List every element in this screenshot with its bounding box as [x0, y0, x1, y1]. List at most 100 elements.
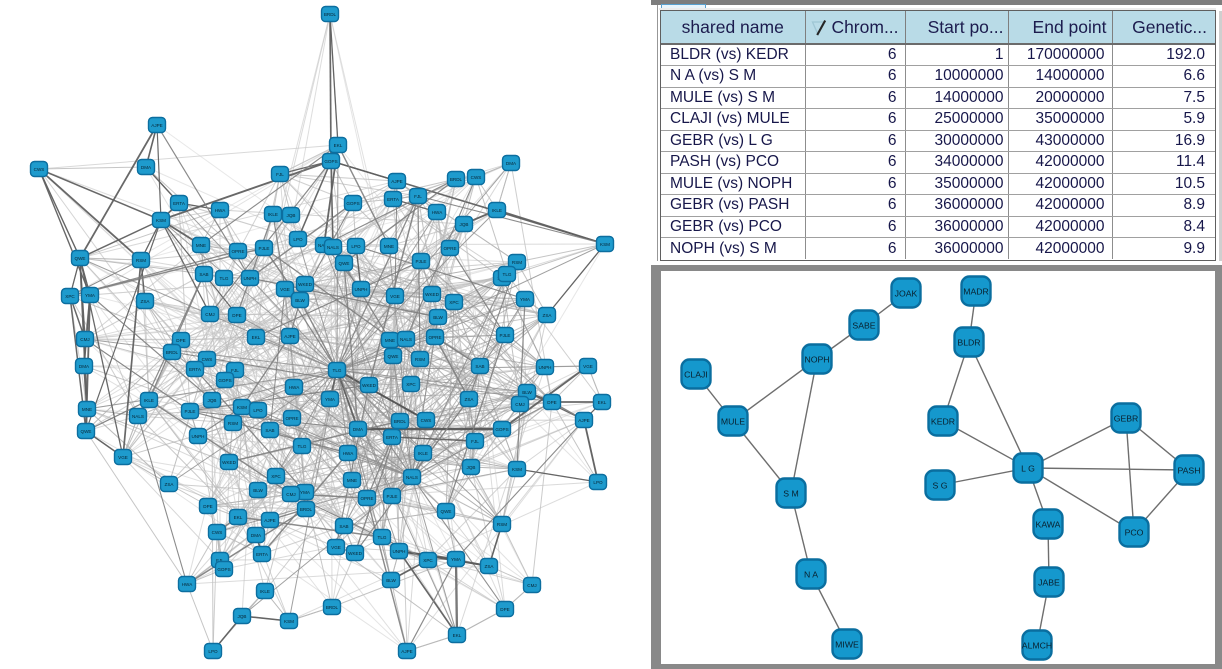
svg-text:SAB: SAB [199, 272, 208, 277]
svg-text:WKED: WKED [362, 383, 376, 388]
svg-text:BLDR: BLDR [957, 338, 980, 348]
svg-text:QWE: QWE [441, 509, 452, 514]
svg-text:SAB: SAB [475, 364, 484, 369]
svg-text:CMJ: CMJ [527, 583, 536, 588]
svg-text:CMJ: CMJ [205, 312, 214, 317]
svg-text:QWE: QWE [388, 354, 399, 359]
svg-text:BLW: BLW [433, 315, 443, 320]
svg-text:CMJ: CMJ [286, 492, 295, 497]
svg-text:UNPH: UNPH [354, 287, 367, 292]
svg-text:BRDL: BRDL [326, 605, 339, 610]
svg-text:XPC: XPC [65, 294, 75, 299]
svg-text:SAB: SAB [265, 428, 274, 433]
svg-text:RSM: RSM [415, 357, 425, 362]
svg-text:BLW: BLW [253, 488, 263, 493]
svg-text:DMA: DMA [79, 364, 90, 369]
svg-text:ZSA: ZSA [465, 397, 475, 402]
svg-text:NALS: NALS [406, 475, 418, 480]
svg-text:TLG: TLG [378, 535, 387, 540]
svg-text:JQB: JQB [287, 213, 296, 218]
svg-text:OPRE: OPRE [231, 249, 244, 254]
svg-text:HWA: HWA [432, 210, 443, 215]
svg-text:YMA: YMA [451, 557, 462, 562]
svg-text:ERTA: ERTA [173, 201, 186, 206]
svg-text:EKL: EKL [252, 335, 261, 340]
svg-text:CWS: CWS [212, 530, 223, 535]
svg-text:DMA: DMA [141, 165, 152, 170]
svg-text:ZSA: ZSA [141, 299, 151, 304]
svg-text:BLW: BLW [386, 578, 396, 583]
svg-text:JQB: JQB [238, 614, 247, 619]
svg-text:PJLE: PJLE [416, 259, 427, 264]
svg-text:PJLE: PJLE [185, 409, 196, 414]
svg-text:SABE: SABE [852, 321, 875, 331]
svg-text:OPRE: OPRE [360, 496, 373, 501]
svg-text:WKED: WKED [425, 292, 439, 297]
svg-text:YMA: YMA [300, 490, 311, 495]
svg-text:BRDL: BRDL [300, 507, 313, 512]
svg-text:OPRE: OPRE [285, 416, 298, 421]
svg-text:PCO: PCO [1125, 528, 1144, 538]
svg-text:PJLE: PJLE [387, 494, 398, 499]
svg-text:GOPS: GOPS [495, 427, 508, 432]
svg-text:CLAJI: CLAJI [684, 370, 708, 380]
svg-text:XPC: XPC [449, 300, 459, 305]
svg-text:MNE: MNE [196, 243, 206, 248]
svg-text:QWE: QWE [81, 429, 92, 434]
svg-text:LPO: LPO [593, 480, 603, 485]
svg-text:VGE: VGE [583, 364, 593, 369]
svg-text:FJL: FJL [216, 558, 224, 563]
svg-text:LPO: LPO [351, 244, 361, 249]
svg-text:WKED: WKED [222, 460, 236, 465]
svg-text:JQB: JQB [208, 398, 217, 403]
svg-text:S M: S M [783, 489, 798, 499]
svg-text:QWE: QWE [75, 256, 86, 261]
svg-text:DPE: DPE [547, 400, 556, 405]
svg-text:MNE: MNE [384, 244, 394, 249]
svg-text:AJPE: AJPE [401, 649, 413, 654]
svg-text:VGE: VGE [390, 294, 400, 299]
svg-text:NALS: NALS [327, 245, 339, 250]
svg-text:LPO: LPO [293, 237, 303, 242]
svg-text:BLW: BLW [522, 390, 532, 395]
svg-text:WKED: WKED [348, 551, 362, 556]
svg-text:KSM: KSM [156, 218, 166, 223]
svg-text:FJL: FJL [276, 172, 284, 177]
svg-text:GOPS: GOPS [346, 201, 359, 206]
svg-text:MIWE: MIWE [835, 640, 859, 650]
svg-text:KAWA: KAWA [1036, 520, 1061, 530]
svg-text:KSM: KSM [284, 619, 294, 624]
svg-text:UNPH: UNPH [243, 276, 256, 281]
svg-text:CMJ: CMJ [515, 402, 524, 407]
svg-text:VGE: VGE [280, 287, 290, 292]
svg-text:OPRE: OPRE [428, 335, 441, 340]
svg-text:HWA: HWA [182, 582, 193, 587]
svg-text:UNPH: UNPH [392, 549, 405, 554]
svg-text:IKLE: IKLE [492, 208, 502, 213]
svg-text:AJPE: AJPE [151, 123, 163, 128]
svg-text:GOPS: GOPS [324, 159, 337, 164]
svg-text:CWS: CWS [471, 175, 482, 180]
svg-text:GOPS: GOPS [217, 567, 230, 572]
svg-text:NALS: NALS [400, 337, 412, 342]
svg-text:OPRE: OPRE [443, 246, 456, 251]
svg-text:MNE: MNE [82, 407, 92, 412]
svg-text:JQB: JQB [467, 465, 476, 470]
svg-text:EKL: EKL [334, 143, 343, 148]
svg-text:IKLE: IKLE [268, 212, 278, 217]
svg-text:FJL: FJL [414, 194, 422, 199]
svg-text:TLG: TLG [333, 368, 342, 373]
svg-text:UNPH: UNPH [538, 365, 551, 370]
svg-text:EKL: EKL [598, 400, 607, 405]
svg-text:RSM: RSM [497, 522, 507, 527]
svg-text:KSM: KSM [512, 467, 522, 472]
svg-text:VGE: VGE [331, 545, 341, 550]
svg-text:DPE: DPE [232, 313, 241, 318]
svg-text:DMA: DMA [353, 427, 364, 432]
svg-text:LPO: LPO [253, 408, 263, 413]
svg-text:HWA: HWA [343, 451, 354, 456]
svg-text:PASH: PASH [1177, 466, 1200, 476]
svg-text:ZSA: ZSA [485, 564, 495, 569]
svg-text:AJPE: AJPE [578, 418, 590, 423]
svg-text:NOPH: NOPH [804, 355, 829, 365]
